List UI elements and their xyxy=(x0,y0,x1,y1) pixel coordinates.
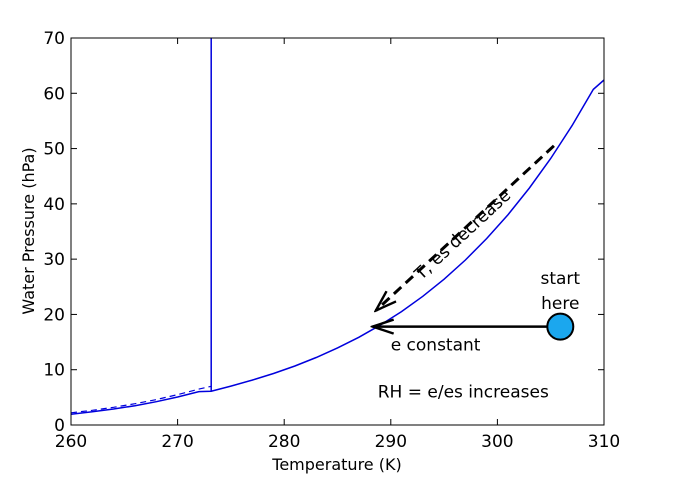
x-tick-label-270: 270 xyxy=(161,432,193,452)
axes-box xyxy=(70,37,605,426)
x-tick-label-280: 280 xyxy=(268,432,300,452)
y-axis-label: Water Pressure (hPa) xyxy=(19,147,38,314)
start-label-line1: start xyxy=(540,269,580,289)
decrease-arrow xyxy=(376,144,555,311)
y-tick-label-60: 60 xyxy=(43,84,65,104)
start-point xyxy=(546,312,575,341)
plot-area xyxy=(71,38,604,425)
y-tick-label-50: 50 xyxy=(43,140,65,160)
y-tick-label-20: 20 xyxy=(43,305,65,325)
start-label-line2: here xyxy=(541,294,579,314)
rh-label: RH = e/es increases xyxy=(378,382,549,402)
constant-label: e constant xyxy=(391,335,481,355)
x-tick-label-290: 290 xyxy=(375,432,407,452)
y-tick-label-0: 0 xyxy=(54,416,65,436)
x-tick-label-310: 310 xyxy=(588,432,620,452)
ice-saturation-curve xyxy=(70,385,212,414)
y-tick-label-40: 40 xyxy=(43,195,65,215)
x-tick-label-260: 260 xyxy=(55,432,87,452)
y-tick-label-70: 70 xyxy=(43,29,65,49)
saturation-curve xyxy=(70,79,605,415)
x-tick-label-300: 300 xyxy=(481,432,513,452)
y-tick-label-30: 30 xyxy=(43,250,65,270)
y-tick-label-10: 10 xyxy=(43,361,65,381)
x-axis-label: Temperature (K) xyxy=(271,455,401,474)
